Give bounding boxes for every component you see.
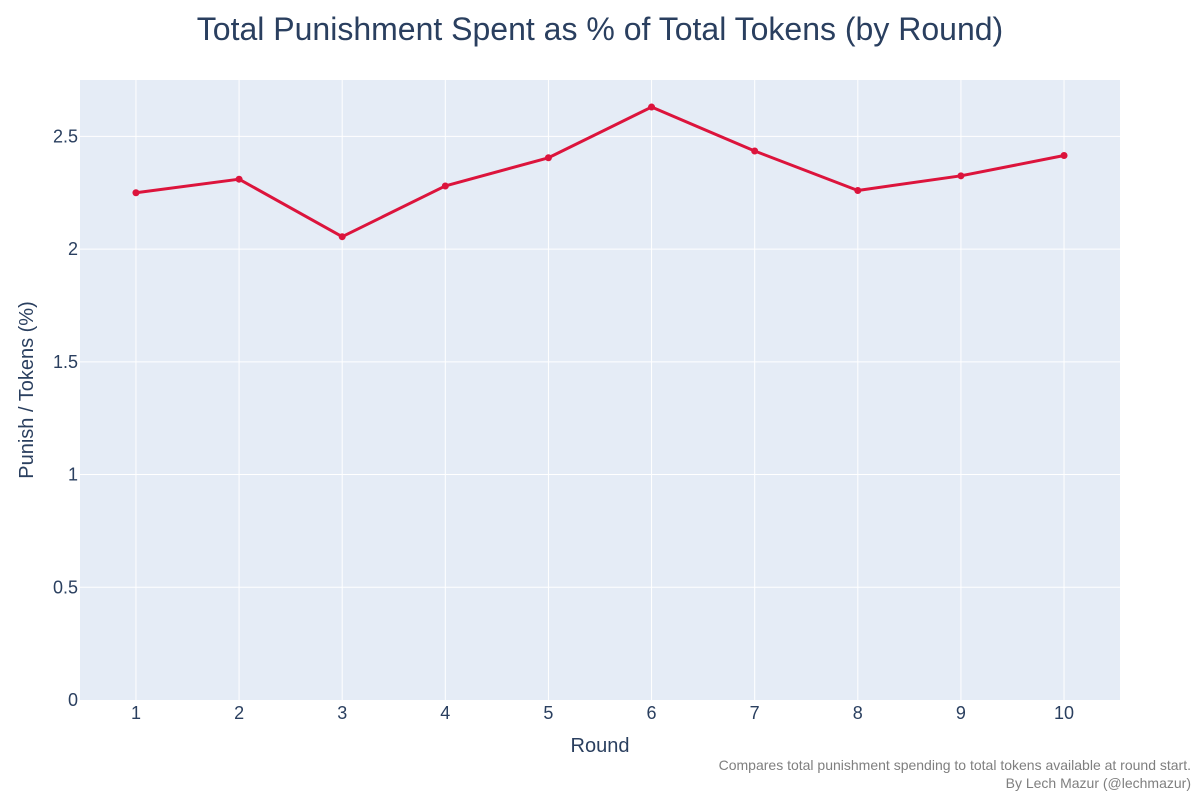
data-point-round-6	[648, 103, 656, 111]
data-point-round-1	[132, 189, 140, 197]
y-tick-label: 0	[68, 690, 78, 710]
series-line	[135, 105, 1065, 239]
data-point-round-8	[854, 186, 862, 194]
data-point-round-2	[235, 175, 243, 183]
x-tick-label: 3	[337, 703, 347, 723]
data-point-round-5	[544, 154, 552, 162]
data-point-round-9	[957, 172, 965, 180]
data-point-round-7	[751, 147, 759, 155]
data-point-round-4	[441, 182, 449, 190]
y-axis-ticks: 0 0.5 1 1.5 2 2.5	[53, 126, 78, 710]
plot-area	[80, 80, 1120, 700]
chart-credit: By Lech Mazur (@lechmazur)	[1006, 775, 1191, 791]
chart-note: Compares total punishment spending to to…	[719, 757, 1191, 773]
x-tick-label: 1	[131, 703, 141, 723]
y-tick-label: 1	[68, 465, 78, 485]
data-point-round-3	[338, 233, 346, 241]
y-axis-title: Punish / Tokens (%)	[16, 301, 38, 479]
x-tick-label: 4	[440, 703, 450, 723]
y-tick-label: 0.5	[53, 577, 78, 597]
chart-title: Total Punishment Spent as % of Total Tok…	[197, 11, 1003, 47]
x-tick-label: 2	[234, 703, 244, 723]
x-tick-label: 9	[956, 703, 966, 723]
y-tick-label: 2.5	[53, 126, 78, 146]
x-tick-label: 5	[543, 703, 553, 723]
series-punish-ratio	[132, 103, 1068, 241]
x-tick-label: 6	[647, 703, 657, 723]
x-tick-label: 8	[853, 703, 863, 723]
data-point-round-10	[1060, 152, 1068, 160]
x-axis-ticks: 1 2 3 4 5 6 7 8 9 10	[131, 703, 1074, 723]
x-tick-label: 7	[750, 703, 760, 723]
y-tick-label: 2	[68, 239, 78, 259]
x-tick-label: 10	[1054, 703, 1074, 723]
y-tick-label: 1.5	[53, 352, 78, 372]
grid-lines	[80, 80, 1120, 700]
x-axis-title: Round	[571, 735, 630, 757]
